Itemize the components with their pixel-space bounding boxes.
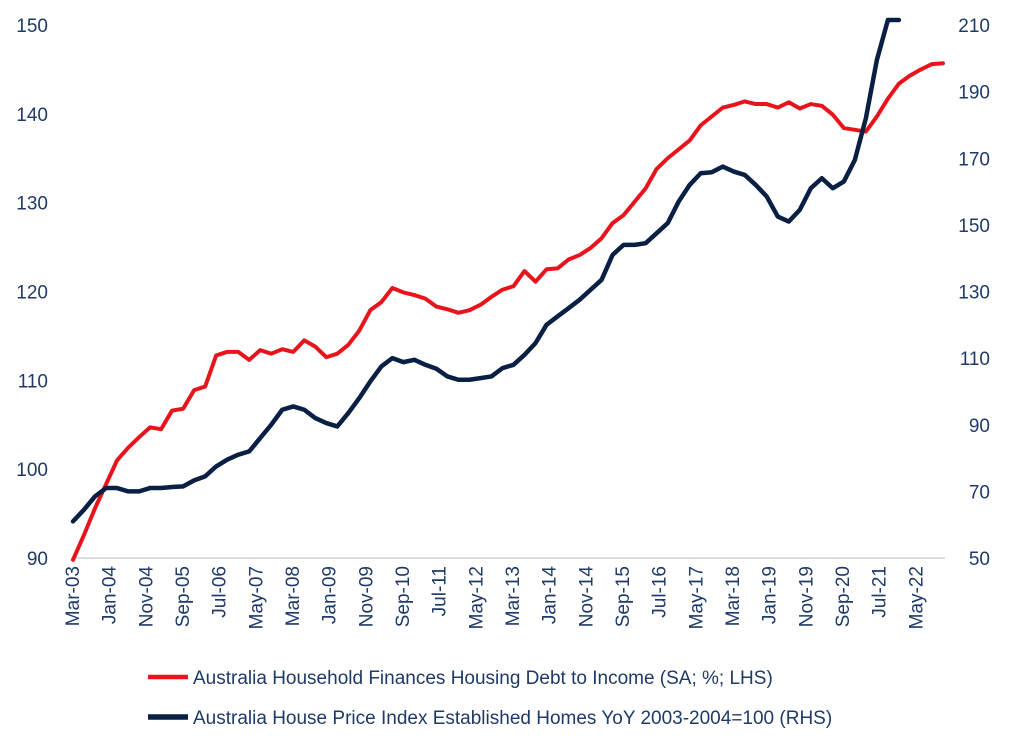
x-axis-tick-label: Mar-08 xyxy=(283,566,304,626)
series-line-house-price-index xyxy=(70,17,902,524)
legend-entry-house-price-index: Australia House Price Index Established … xyxy=(148,708,832,729)
x-axis-tick-label: Sep-05 xyxy=(173,566,194,627)
x-axis-tick-label: Jan-14 xyxy=(540,566,561,625)
right-axis-tick-label: 110 xyxy=(960,349,990,370)
x-axis-tick-label: Mar-03 xyxy=(63,566,84,626)
x-axis-tick-label: Jan-09 xyxy=(320,566,341,624)
right-axis-tick-label: 90 xyxy=(969,416,990,437)
x-axis-tick-label: May-17 xyxy=(686,566,707,629)
x-axis-tick-label: Nov-19 xyxy=(796,566,817,627)
right-axis-ticks: 50 70 90 110 130 150 170 190 210 xyxy=(958,16,990,570)
x-axis-tick-label: May-12 xyxy=(466,566,487,629)
left-axis-tick-label: 120 xyxy=(16,283,48,304)
x-axis-tick-label: May-22 xyxy=(906,566,927,629)
series-lines xyxy=(70,17,945,562)
x-axis-tick-label: Jul-21 xyxy=(870,566,891,618)
x-axis-tick-label: Nov-09 xyxy=(356,566,377,627)
legend-label-house-price-index: Australia House Price Index Established … xyxy=(193,708,832,729)
x-axis-tick-label: Nov-04 xyxy=(136,566,157,628)
x-axis-ticks: Mar-03 Jan-04 Nov-04 Sep-05 Jul-06 May-07 Mar-… xyxy=(63,566,927,630)
right-axis-tick-label: 150 xyxy=(958,216,990,237)
legend-label-debt-to-income: Australia Household Finances Housing Deb… xyxy=(193,668,773,689)
left-axis-tick-label: 100 xyxy=(16,460,48,481)
right-axis-tick-label: 170 xyxy=(958,149,990,170)
series-line-debt-to-income xyxy=(71,61,945,562)
x-axis-tick-label: Mar-13 xyxy=(503,566,524,626)
right-axis-tick-label: 190 xyxy=(958,83,990,104)
left-axis-ticks: 90 100 110 120 130 140 150 xyxy=(16,16,48,570)
x-axis-tick-label: Mar-18 xyxy=(723,566,744,626)
x-axis-tick-label: Sep-20 xyxy=(833,566,854,627)
x-axis-tick-label: Nov-14 xyxy=(576,566,597,628)
x-axis-tick-label: May-07 xyxy=(246,566,267,629)
right-axis-tick-label: 130 xyxy=(958,283,990,304)
left-axis-tick-label: 90 xyxy=(27,549,48,570)
x-axis-tick-label: Jan-04 xyxy=(100,566,121,625)
right-axis-tick-label: 70 xyxy=(969,482,990,503)
x-axis-tick-label: Sep-10 xyxy=(393,566,414,627)
legend-entry-debt-to-income: Australia Household Finances Housing Deb… xyxy=(148,668,773,689)
left-axis-tick-label: 130 xyxy=(16,194,48,215)
right-axis-tick-label: 210 xyxy=(958,16,990,37)
x-axis-tick-label: Sep-15 xyxy=(613,566,634,627)
x-axis-tick-label: Jul-11 xyxy=(430,566,451,616)
left-axis-tick-label: 150 xyxy=(16,16,48,37)
right-axis-tick-label: 50 xyxy=(969,549,990,570)
left-axis-tick-label: 140 xyxy=(16,105,48,126)
left-axis-tick-label: 110 xyxy=(18,371,48,392)
x-axis-tick-label: Jul-16 xyxy=(650,566,671,618)
x-axis-tick-label: Jul-06 xyxy=(210,566,231,618)
legend: Australia Household Finances Housing Deb… xyxy=(148,668,832,729)
x-axis-tick-label: Jan-19 xyxy=(760,566,781,624)
